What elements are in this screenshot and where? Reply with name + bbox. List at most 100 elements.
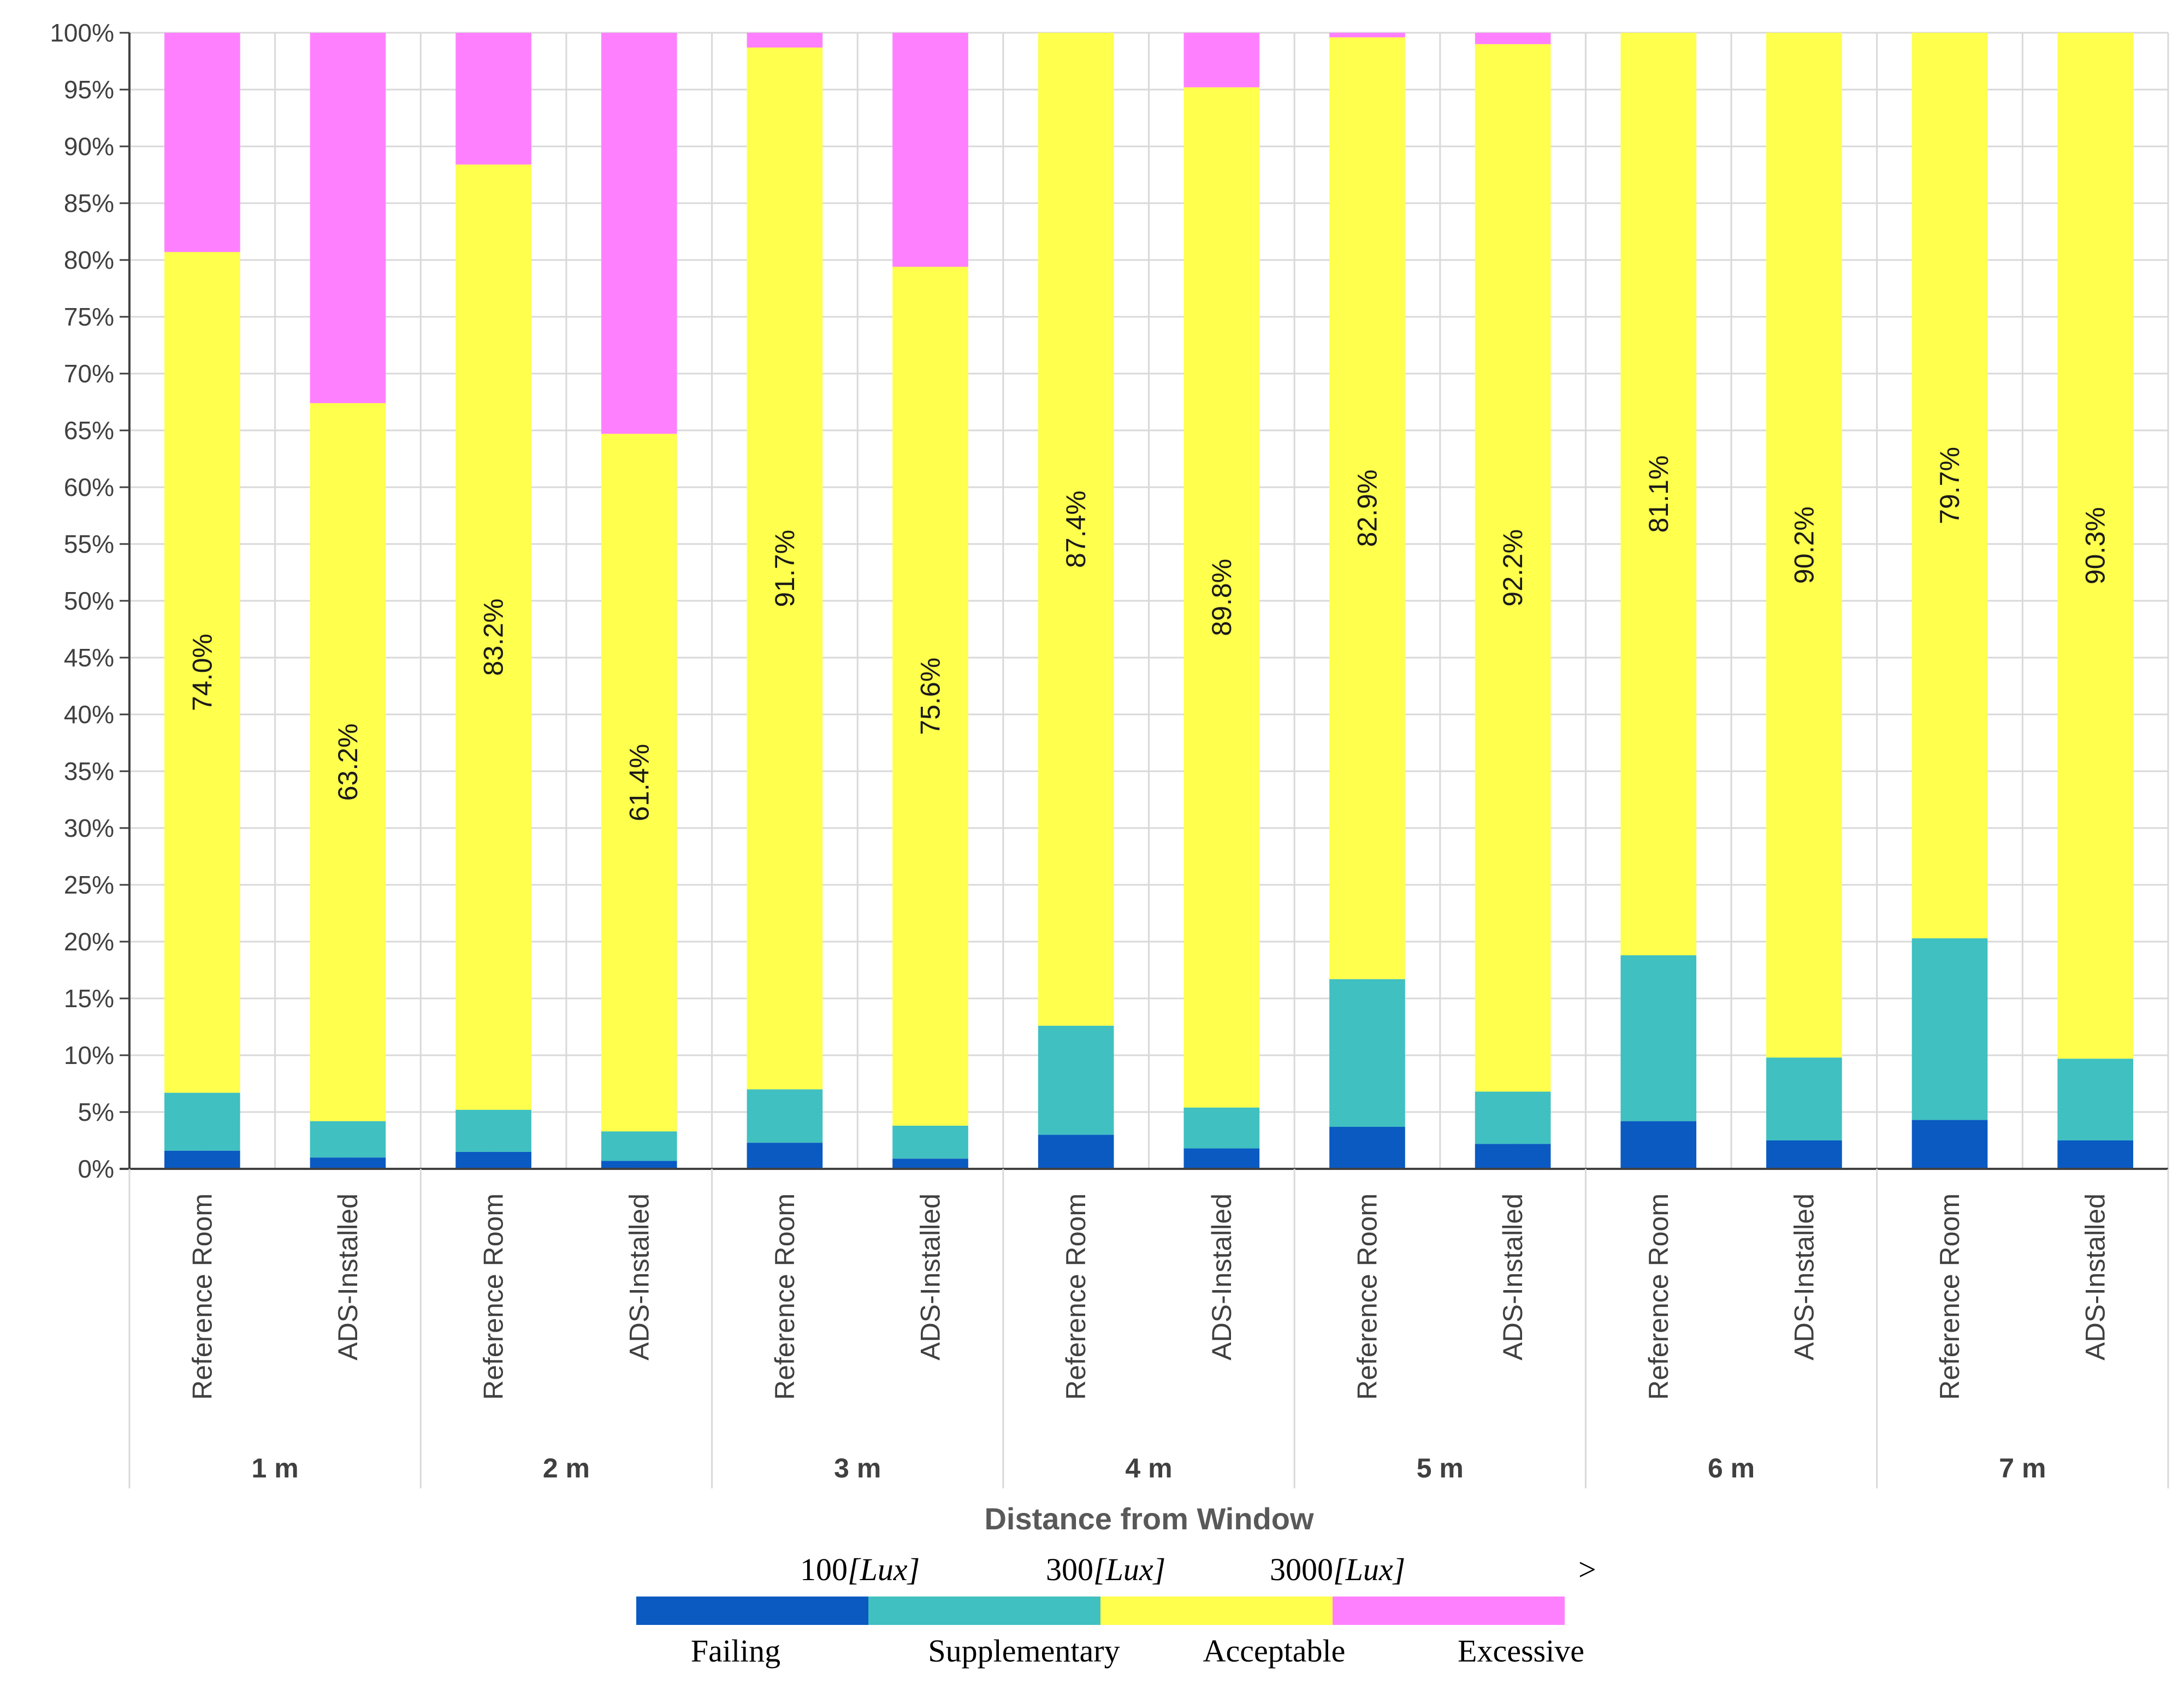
bar-segment-acceptable: [164, 252, 240, 1093]
legend-item-label: Excessive: [1458, 1633, 1584, 1669]
bar-segment-excessive: [310, 33, 386, 404]
x-group-label: 6 m: [1708, 1453, 1755, 1483]
x-axis-groups: 1 m 2 m 3 m 4 m 5 m 6 m 7 m: [128, 1169, 2169, 1488]
bar-segment-failing: [455, 1151, 531, 1169]
data-label: 63.2%: [333, 723, 363, 801]
y-tick-label: 75%: [64, 303, 114, 331]
x-group-label: 4 m: [1125, 1453, 1172, 1483]
bar-segment-supplementary: [601, 1131, 677, 1161]
x-axis-title: Distance from Window: [984, 1501, 1314, 1536]
legend-swatch-supplementary: [868, 1597, 1100, 1625]
bar-segment-excessive: [1475, 33, 1551, 44]
data-label: 91.7%: [770, 530, 800, 607]
y-tick-label: 85%: [64, 189, 114, 217]
bar-segment-acceptable: [747, 48, 823, 1090]
bar-segment-acceptable: [601, 434, 677, 1132]
bar-segment-acceptable: [1038, 33, 1114, 1026]
legend-threshold-label: 300[Lux]: [1046, 1552, 1165, 1587]
data-label: 61.4%: [624, 744, 654, 821]
legend-swatch-acceptable: [1100, 1597, 1333, 1625]
y-tick-label: 20%: [64, 927, 114, 956]
bar-segment-acceptable: [1911, 33, 1988, 938]
x-axis-categories: Reference Room ADS-Installed Reference Roo…: [187, 1193, 2110, 1400]
bar-segment-supplementary: [164, 1092, 240, 1151]
data-label: 81.1%: [1643, 456, 1674, 533]
y-tick-label: 95%: [64, 75, 114, 104]
data-label: 87.4%: [1061, 490, 1091, 568]
legend-item-label: Acceptable: [1203, 1633, 1346, 1669]
y-tick-label: 90%: [64, 132, 114, 161]
y-tick-label: 45%: [64, 643, 114, 672]
data-label: 92.2%: [1498, 529, 1528, 607]
bar-segment-failing: [1911, 1120, 1988, 1169]
bar-segment-supplementary: [892, 1125, 968, 1159]
bars: [164, 33, 2134, 1169]
y-tick-label: 40%: [64, 700, 114, 729]
bar-segment-supplementary: [1038, 1025, 1114, 1135]
data-label: 83.2%: [478, 599, 509, 676]
legend-end-symbol: >: [1578, 1552, 1596, 1587]
x-category-label: ADS-Installed: [624, 1193, 654, 1361]
bar-segment-failing: [601, 1161, 677, 1169]
bar-segment-acceptable: [892, 267, 968, 1126]
x-group-label: 7 m: [1999, 1453, 2046, 1483]
x-category-label: Reference Room: [1643, 1193, 1674, 1400]
bar-segment-acceptable: [1183, 87, 1260, 1108]
y-tick-label: 100%: [50, 19, 114, 47]
bar-segment-failing: [1183, 1148, 1260, 1169]
y-axis-ticks: 0% 5% 10% 15% 20% 25% 30% 35% 40% 45% 50% 55% 60% 65%…: [50, 19, 129, 1183]
y-tick-label: 30%: [64, 814, 114, 842]
y-tick-label: 80%: [64, 246, 114, 274]
x-category-label: ADS-Installed: [2080, 1193, 2111, 1361]
legend-threshold-label: 3000[Lux]: [1270, 1552, 1405, 1587]
x-category-label: ADS-Installed: [1498, 1193, 1528, 1361]
bar-segment-acceptable: [455, 164, 531, 1110]
legend-item-label: Failing: [691, 1633, 780, 1669]
x-group-label: 5 m: [1417, 1453, 1464, 1483]
bar-segment-supplementary: [1183, 1107, 1260, 1149]
x-category-label: ADS-Installed: [333, 1193, 363, 1361]
x-category-label: Reference Room: [1934, 1193, 1965, 1400]
bar-segment-excessive: [892, 33, 968, 267]
bar-segment-failing: [310, 1157, 386, 1169]
data-label: 90.2%: [1789, 506, 1819, 584]
y-tick-label: 15%: [64, 984, 114, 1013]
x-category-label: ADS-Installed: [1789, 1193, 1819, 1361]
bar-segment-excessive: [164, 33, 240, 252]
x-group-label: 1 m: [252, 1453, 299, 1483]
y-tick-label: 10%: [64, 1041, 114, 1069]
bar-segment-supplementary: [1329, 979, 1405, 1127]
bar-segment-supplementary: [310, 1121, 386, 1158]
y-tick-label: 0%: [78, 1155, 114, 1183]
data-label: 74.0%: [187, 634, 217, 711]
bar-segment-supplementary: [1766, 1057, 1842, 1140]
bar-segment-acceptable: [1329, 37, 1405, 979]
legend: Failing Supplementary Acceptable Excessive 1…: [636, 1552, 1596, 1669]
bar-segment-supplementary: [1620, 955, 1697, 1121]
bar-segment-failing: [2057, 1140, 2134, 1169]
y-tick-label: 5%: [78, 1098, 114, 1126]
x-group-label: 3 m: [834, 1453, 881, 1483]
bar-segment-failing: [747, 1143, 823, 1169]
x-group-label: 2 m: [543, 1453, 590, 1483]
bar-segment-failing: [1620, 1121, 1697, 1169]
y-tick-label: 25%: [64, 871, 114, 899]
data-label: 79.7%: [1934, 447, 1965, 524]
gridlines: [128, 32, 2169, 1170]
x-category-label: Reference Room: [1352, 1193, 1382, 1400]
x-category-label: Reference Room: [1061, 1193, 1091, 1400]
bar-segment-failing: [1475, 1144, 1551, 1169]
bar-segment-excessive: [747, 33, 823, 48]
legend-swatch-failing: [636, 1597, 868, 1625]
x-category-label: Reference Room: [187, 1193, 217, 1400]
data-labels: 74.0% 63.2% 83.2% 61.4% 91.7% 75.6% 87.4% 89.8%…: [187, 447, 2110, 821]
y-tick-label: 55%: [64, 530, 114, 558]
bar-segment-acceptable: [1475, 44, 1551, 1092]
x-category-label: Reference Room: [770, 1193, 800, 1400]
legend-threshold-label: 100[Lux]: [800, 1552, 920, 1587]
data-label: 89.8%: [1206, 559, 1237, 636]
bar-segment-failing: [164, 1150, 240, 1169]
data-label: 75.6%: [915, 658, 946, 735]
data-label: 90.3%: [2080, 507, 2111, 584]
